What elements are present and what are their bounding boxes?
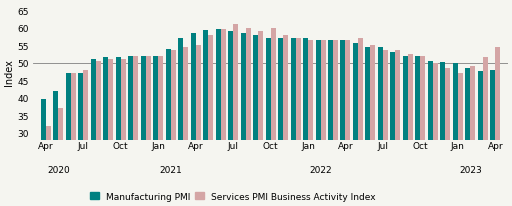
Bar — [83, 70, 88, 206]
Bar — [290, 39, 295, 206]
Bar — [471, 67, 475, 206]
Bar — [270, 29, 275, 206]
Bar — [433, 63, 438, 206]
Bar — [453, 64, 458, 206]
Bar — [170, 51, 176, 206]
Bar — [408, 55, 413, 206]
Bar — [258, 32, 263, 206]
Bar — [108, 60, 113, 206]
Bar — [208, 35, 213, 206]
Bar — [445, 69, 451, 206]
Text: 2023: 2023 — [459, 165, 482, 174]
Bar — [415, 56, 420, 206]
Bar — [153, 57, 158, 206]
Text: 2021: 2021 — [159, 165, 182, 174]
Bar — [246, 29, 250, 206]
Bar — [241, 34, 246, 206]
Bar — [495, 48, 500, 206]
Bar — [141, 57, 146, 206]
Bar — [315, 41, 321, 206]
Bar — [190, 34, 196, 206]
Bar — [178, 39, 183, 206]
Bar — [196, 46, 201, 206]
Bar — [58, 109, 63, 206]
Bar — [46, 126, 51, 206]
Bar — [221, 30, 226, 206]
Bar — [103, 58, 108, 206]
Bar — [308, 41, 313, 206]
Bar — [428, 62, 433, 206]
Bar — [346, 41, 351, 206]
Bar — [283, 35, 288, 206]
Bar — [321, 41, 326, 206]
Bar — [183, 48, 188, 206]
Bar — [133, 56, 138, 206]
Bar — [228, 32, 233, 206]
Bar — [383, 51, 388, 206]
Bar — [371, 46, 375, 206]
Y-axis label: Index: Index — [4, 59, 14, 85]
Bar — [440, 63, 445, 206]
Bar — [333, 41, 338, 206]
Bar — [71, 74, 76, 206]
Bar — [403, 56, 408, 206]
Bar — [395, 51, 400, 206]
Text: 2020: 2020 — [47, 165, 70, 174]
Bar — [278, 39, 283, 206]
Bar — [391, 53, 395, 206]
Bar — [146, 56, 151, 206]
Bar — [458, 74, 463, 206]
Bar — [216, 30, 221, 206]
Bar — [328, 41, 333, 206]
Bar — [91, 60, 96, 206]
Bar — [96, 62, 101, 206]
Bar — [53, 91, 58, 206]
Bar — [483, 58, 488, 206]
Bar — [366, 48, 371, 206]
Bar — [78, 74, 83, 206]
Bar — [41, 100, 46, 206]
Bar — [420, 56, 425, 206]
Bar — [478, 72, 483, 206]
Bar — [295, 39, 301, 206]
Bar — [353, 44, 358, 206]
Bar — [128, 56, 133, 206]
Legend: Manufacturing PMI, Services PMI Business Activity Index: Manufacturing PMI, Services PMI Business… — [90, 192, 376, 201]
Bar — [121, 60, 126, 206]
Bar — [358, 39, 363, 206]
Bar — [203, 31, 208, 206]
Bar — [253, 35, 258, 206]
Bar — [378, 48, 383, 206]
Bar — [303, 39, 308, 206]
Text: 2022: 2022 — [309, 165, 332, 174]
Bar — [158, 56, 163, 206]
Bar — [66, 74, 71, 206]
Bar — [116, 58, 121, 206]
Bar — [465, 69, 471, 206]
Bar — [490, 71, 495, 206]
Bar — [266, 39, 270, 206]
Bar — [340, 41, 346, 206]
Bar — [166, 49, 170, 206]
Bar — [233, 25, 238, 206]
